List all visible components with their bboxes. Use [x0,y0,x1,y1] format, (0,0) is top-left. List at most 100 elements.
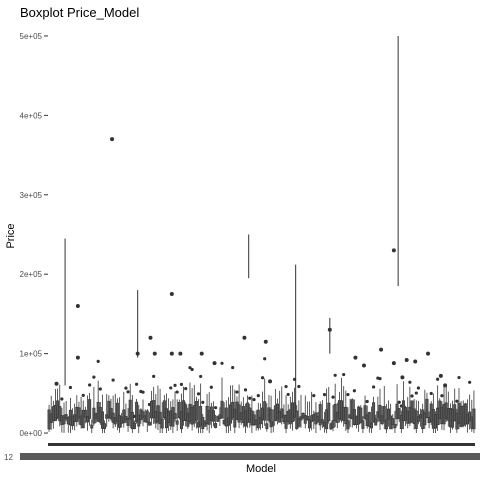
box [175,420,179,425]
outlier-point [96,359,100,363]
outlier-point [263,357,267,361]
box [271,421,275,426]
box [81,409,85,429]
outlier-point [152,374,156,378]
y-axis: 0e+00 1e+05 2e+05 3e+05 4e+05 5e+05 [20,32,48,438]
outlier-point [242,335,247,340]
box [318,404,322,426]
outlier-point [141,390,145,394]
box [177,402,181,419]
box [173,413,177,419]
boxes-layer [47,35,476,434]
outlier-point [81,393,85,397]
outlier-point [199,351,204,356]
box [77,407,81,419]
box [280,408,284,418]
outlier-point [352,389,356,393]
outlier-point [169,351,174,356]
box [391,418,395,425]
outlier-point [443,383,448,388]
box [453,404,457,422]
outlier-point [429,391,433,396]
outlier-point [201,400,205,404]
outlier-point [124,386,128,390]
box [115,402,119,422]
x-tick-label: 12 [4,453,13,462]
box [145,410,149,423]
box [425,398,429,418]
outlier-point [256,393,260,398]
outlier-point [378,377,382,381]
box [211,410,215,422]
box [397,408,401,419]
box [423,412,427,426]
outlier-point [331,395,335,399]
outlier-point [252,397,256,402]
box [299,416,303,421]
outlier-point [365,399,369,404]
outlier-point [284,384,288,389]
outlier-point [416,386,421,390]
outlier-point [346,392,350,397]
box [384,419,388,430]
outlier-point [361,363,366,368]
box [293,402,297,418]
box [147,421,151,426]
box [359,407,363,423]
outlier-point [235,390,239,394]
y-tick-label: 4e+05 [20,111,43,120]
box [369,422,373,429]
box [100,411,104,429]
box [363,405,367,419]
box [327,402,331,422]
box [85,416,89,423]
outlier-point [179,382,184,386]
outlier-point [263,339,268,344]
chart-title: Boxplot Price_Model [20,5,139,20]
box [128,399,132,420]
outlier-point [169,292,174,297]
x-axis: 12 [4,443,480,462]
outlier-point [92,375,96,379]
outlier-point [213,406,218,410]
box [399,415,403,429]
box [378,404,382,422]
outlier-point [178,351,183,356]
y-axis-title: Price [5,223,17,248]
box [141,411,145,418]
box [258,416,262,425]
outlier-point [126,390,130,394]
outlier-point [248,396,252,400]
box [263,401,267,421]
outlier-point [184,386,188,391]
outlier-point [98,387,102,391]
outlier-point [260,376,265,380]
box [103,423,107,429]
box [468,411,472,422]
box [308,419,312,429]
box [203,421,207,427]
box [62,415,66,425]
box [387,408,391,420]
box [137,414,141,427]
outlier-point [88,383,92,387]
box [184,404,188,421]
outlier-point [188,366,192,370]
box [64,414,68,419]
box [265,423,269,429]
box [367,412,371,427]
outlier-point [436,377,440,381]
box [58,406,62,422]
outlier-point [438,373,443,378]
outlier-point [54,381,59,386]
x-tick-labels-overlap [20,453,480,460]
outlier-point [426,351,431,356]
box [346,420,350,430]
outlier-point [391,361,396,366]
box [83,409,87,418]
outlier-point [135,382,139,386]
box [130,411,134,430]
outlier-point [297,384,301,389]
outlier-point [220,361,224,365]
